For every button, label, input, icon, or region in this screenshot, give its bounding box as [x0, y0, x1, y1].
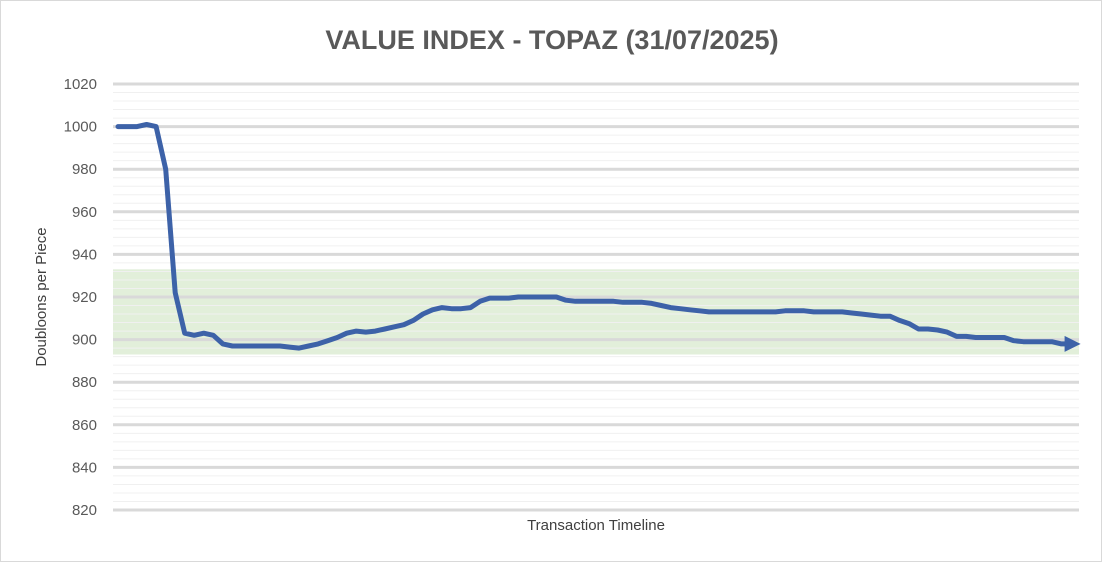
target-band: [113, 269, 1079, 355]
y-axis-title: Doubloons per Piece: [33, 227, 50, 366]
y-tick-label: 1000: [64, 119, 97, 136]
x-axis-title: Transaction Timeline: [527, 517, 665, 534]
y-tick-label: 920: [72, 289, 97, 306]
y-tick-label: 960: [72, 204, 97, 221]
y-tick-label: 940: [72, 246, 97, 263]
series-line-0: [115, 122, 1081, 352]
y-tick-label: 980: [72, 161, 97, 178]
chart-title: VALUE INDEX - TOPAZ (31/07/2025): [325, 25, 778, 55]
y-tick-label: 820: [72, 502, 97, 519]
y-tick-label: 840: [72, 459, 97, 476]
y-tick-label: 900: [72, 332, 97, 349]
y-tick-label: 860: [72, 417, 97, 434]
y-tick-label: 880: [72, 374, 97, 391]
y-tick-label: 1020: [64, 76, 97, 93]
